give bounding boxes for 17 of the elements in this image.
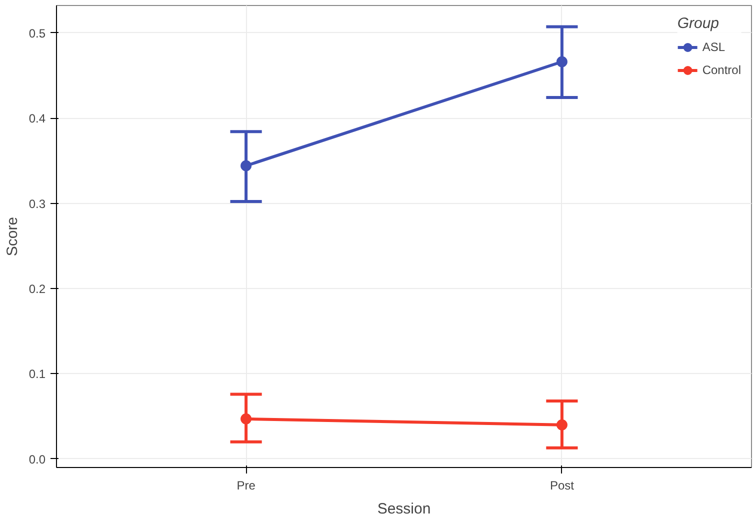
y-tick-label: 0.4 — [28, 112, 46, 126]
y-axis-title: Score — [4, 216, 21, 256]
y-tick-label: 0.3 — [28, 196, 46, 211]
point — [556, 56, 568, 68]
point — [556, 419, 568, 430]
y-tick-label: 0.5 — [28, 26, 46, 40]
legend-label: Control — [702, 63, 741, 77]
point — [240, 160, 252, 172]
y-tick-label: 0.1 — [28, 367, 46, 382]
x-tick-label: Post — [550, 478, 575, 492]
x-tick-label: Pre — [236, 478, 256, 492]
legend-label: ASL — [702, 40, 725, 54]
y-tick-label: 0.0 — [28, 452, 46, 466]
legend-title: Group — [677, 15, 720, 32]
x-axis-title: Session — [377, 500, 431, 518]
point — [240, 413, 252, 424]
y-tick-label: 0.2 — [28, 282, 46, 296]
